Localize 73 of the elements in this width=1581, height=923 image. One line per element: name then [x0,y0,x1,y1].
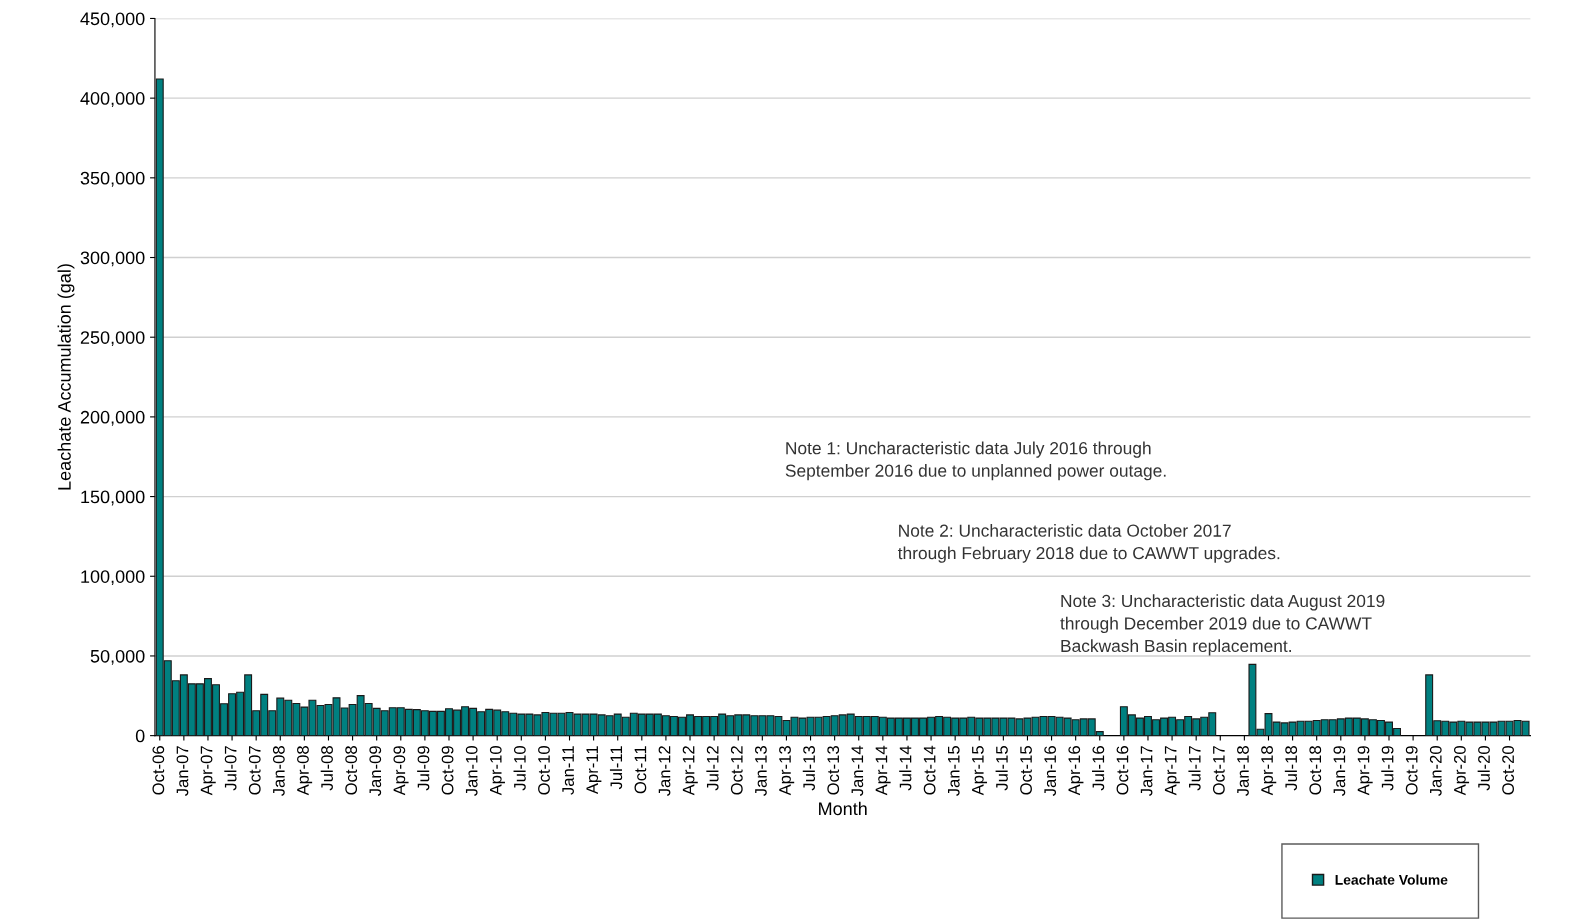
y-tick-label: 300,000 [80,251,145,267]
x-tick-label: Jan-13 [755,746,767,797]
x-tick-label: Jul-14 [899,745,912,791]
x-tick-label: Apr-07 [200,746,216,796]
x-tick-label: Oct-18 [1309,746,1322,795]
x-tick-label: Oct-19 [1405,746,1418,795]
x-tick-label: Oct-06 [152,746,165,795]
x-tick-label: Jan-08 [272,746,285,797]
x-tick-label: Jan-09 [369,746,382,797]
x-tick-label: Jul-12 [706,746,719,791]
x-tick-label: Oct-20 [1502,746,1514,795]
x-tick-label: Jul-13 [802,746,816,791]
x-tick-label: Jan-10 [465,746,478,797]
x-tick-label: Apr-19 [1357,746,1373,796]
x-tick-label: Jan-07 [176,746,189,797]
x-tick-label: Oct-07 [248,746,261,795]
x-tick-label: Jan-16 [1044,746,1057,797]
x-tick-label: Jan-17 [1140,746,1153,797]
x-tick-label: Apr-09 [393,746,409,796]
x-tick-label: Jul-15 [995,746,1008,791]
x-tick-label: Jul-16 [1092,746,1105,791]
x-tick-label: Apr-10 [489,746,505,796]
x-tick-label: Apr-17 [1164,746,1180,796]
y-tick-label: 0 [135,729,145,743]
x-tick-label: Jul-17 [1188,746,1201,791]
x-tick-label: Apr-16 [1068,746,1084,796]
y-axis-title: Leachate Accumulation (gal) [57,264,75,490]
x-tick-label: Jan-18 [1237,746,1249,797]
x-tick-label: Apr-15 [972,746,988,796]
x-tick-label: Apr-13 [779,746,795,796]
annotation: Note 2: Uncharacteristic data October 2017 through February 2018 due to CAWWT upgrades. [897,524,1280,563]
y-tick-label: 250,000 [80,331,145,347]
legend-label: Leachate Volume [1335,874,1448,885]
x-tick-label: Jul-18 [1284,746,1298,791]
x-tick-label: Oct-13 [827,746,840,795]
x-tick-label: Oct-14 [923,745,936,795]
annotation: Note 3: Uncharacteristic data August 2019 through December 2019 due to CAWWT Backwash Basin replacement. [1060,594,1385,656]
x-tick-label: Jul-11 [609,746,623,790]
x-tick-label: Oct-15 [1020,746,1032,795]
x-tick-label: Jul-07 [224,746,237,791]
x-tick-label: Apr-18 [1261,746,1277,796]
x-tick-label: Apr-11 [586,746,602,795]
x-tick-label: Jul-10 [513,746,526,791]
x-tick-label: Oct-10 [538,746,550,795]
x-tick-label: Jul-09 [417,746,430,791]
x-tick-label: Oct-12 [730,746,743,795]
y-tick-label: 400,000 [80,92,145,107]
x-tick-label: Apr-14 [875,745,891,796]
x-tick-label: Apr-08 [297,746,313,796]
y-tick-label: 100,000 [81,570,145,586]
x-tick-label: Oct-17 [1212,746,1225,795]
x-tick-label: Jan-14 [851,745,864,797]
x-axis-title: Month [819,801,867,816]
x-tick-label: Oct-09 [441,746,454,795]
x-tick-label: Jan-12 [658,746,671,797]
y-tick-label: 200,000 [80,410,145,426]
y-tick-label: 450,000 [80,12,145,28]
x-tick-label: Jan-19 [1333,746,1346,797]
x-tick-label: Jan-11 [562,746,574,795]
y-tick-label: 350,000 [80,171,145,187]
x-tick-label: Apr-20 [1453,746,1470,796]
x-tick-label: Apr-12 [682,746,698,796]
x-tick-label: Oct-16 [1116,746,1129,795]
x-tick-label: Oct-08 [345,746,358,795]
x-tick-label: Jan-15 [948,746,960,797]
x-tick-label: Oct-11 [634,746,647,794]
y-tick-label: 150,000 [81,490,145,506]
x-tick-label: Jul-20 [1477,746,1490,791]
y-tick-label: 50,000 [90,649,145,665]
x-tick-label: Jul-19 [1381,746,1394,791]
annotation: Note 1: Uncharacteristic data July 2016 through September 2016 due to unplanned power outage. [785,441,1166,481]
x-tick-label: Jul-08 [320,746,333,791]
x-tick-label: Jan-20 [1429,746,1442,797]
